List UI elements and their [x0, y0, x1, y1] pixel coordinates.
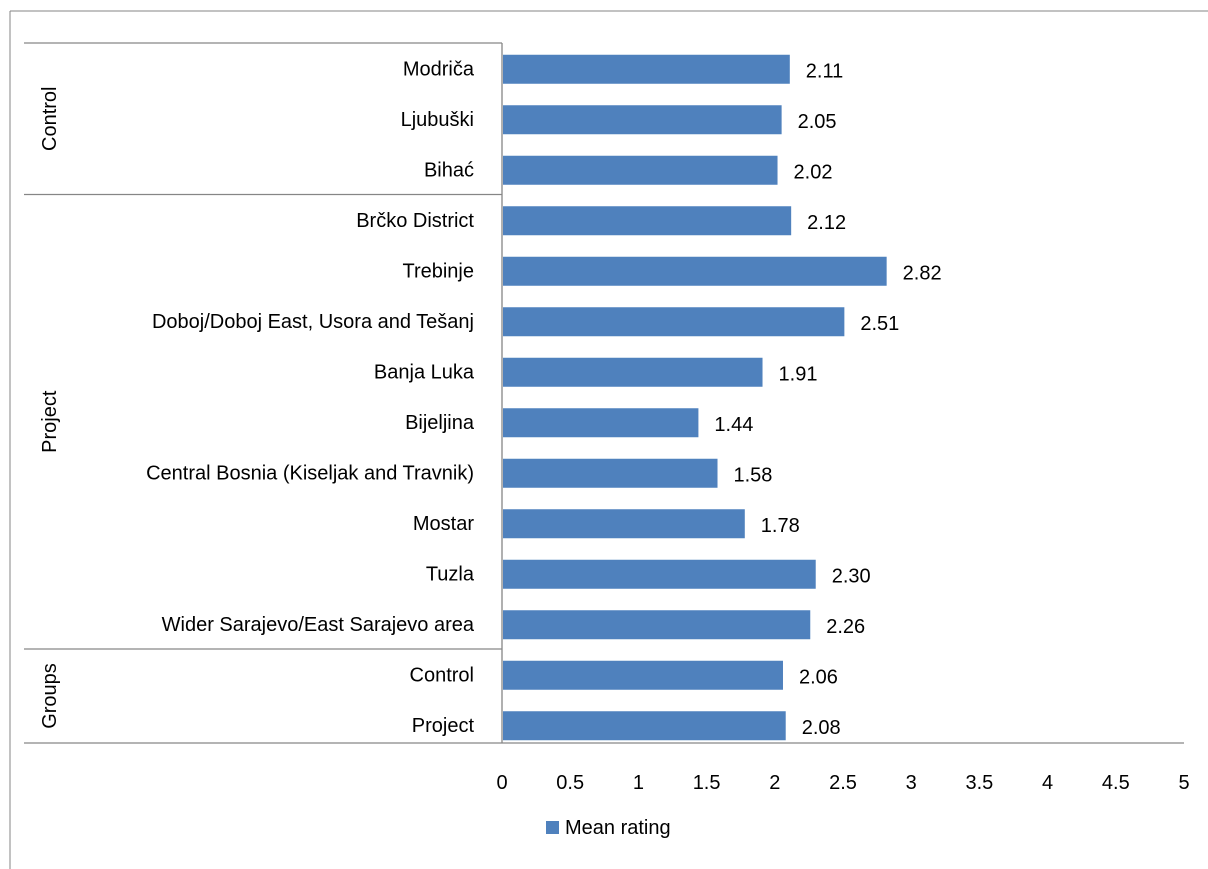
bar: [503, 458, 718, 488]
category-label: Modriča: [403, 58, 475, 80]
category-label: Trebinje: [402, 260, 474, 282]
category-label: Wider Sarajevo/East Sarajevo area: [162, 614, 475, 636]
x-tick-label: 3: [906, 772, 917, 794]
bar: [503, 357, 763, 387]
bar: [503, 155, 778, 185]
data-label: 2.08: [802, 717, 841, 739]
bar: [503, 307, 845, 337]
group-label-project: Project: [39, 390, 61, 453]
data-label: 2.02: [794, 161, 833, 183]
x-tick-label: 2.5: [829, 772, 857, 794]
category-label: Brčko District: [356, 210, 474, 232]
data-label: 2.11: [806, 60, 843, 82]
category-label: Doboj/Doboj East, Usora and Tešanj: [152, 311, 474, 333]
group-label-control: Control: [39, 87, 61, 151]
category-label: Central Bosnia (Kiseljak and Travnik): [146, 462, 474, 484]
legend-label: Mean rating: [565, 817, 671, 839]
bar: [503, 408, 699, 438]
data-label: 2.06: [799, 666, 838, 688]
category-label: Bihać: [424, 159, 474, 181]
bar: [503, 660, 783, 690]
bar: [503, 610, 811, 640]
data-label: 2.82: [903, 262, 942, 284]
legend-swatch: [546, 821, 559, 834]
bar: [503, 509, 745, 539]
data-label: 1.44: [714, 414, 753, 436]
bar: [503, 206, 792, 236]
category-label: Ljubuški: [401, 109, 474, 131]
bar: [503, 711, 786, 741]
category-label: Mostar: [413, 513, 474, 535]
data-label: 2.30: [832, 565, 871, 587]
x-tick-label: 1.5: [693, 772, 721, 794]
data-label: 2.51: [860, 313, 899, 335]
bar: [503, 54, 790, 84]
category-label: Tuzla: [426, 563, 475, 585]
bar: [503, 105, 782, 135]
category-label: Control: [410, 664, 474, 686]
x-tick-label: 0: [496, 772, 507, 794]
x-tick-label: 4: [1042, 772, 1053, 794]
data-label: 2.12: [807, 212, 846, 234]
x-tick-label: 4.5: [1102, 772, 1130, 794]
category-label: Banja Luka: [374, 361, 475, 383]
group-label-groups: Groups: [39, 663, 61, 729]
x-tick-label: 2: [769, 772, 780, 794]
data-label: 1.58: [734, 464, 773, 486]
x-tick-label: 0.5: [556, 772, 584, 794]
bar: [503, 559, 816, 589]
data-label: 2.05: [798, 111, 837, 133]
category-label: Project: [412, 715, 475, 737]
bar: [503, 256, 887, 286]
x-tick-label: 1: [633, 772, 644, 794]
data-label: 2.26: [826, 616, 865, 638]
data-label: 1.91: [779, 363, 818, 385]
x-tick-label: 5: [1178, 772, 1189, 794]
category-label: Bijeljina: [405, 412, 475, 434]
data-label: 1.78: [761, 515, 800, 537]
x-tick-label: 3.5: [965, 772, 993, 794]
